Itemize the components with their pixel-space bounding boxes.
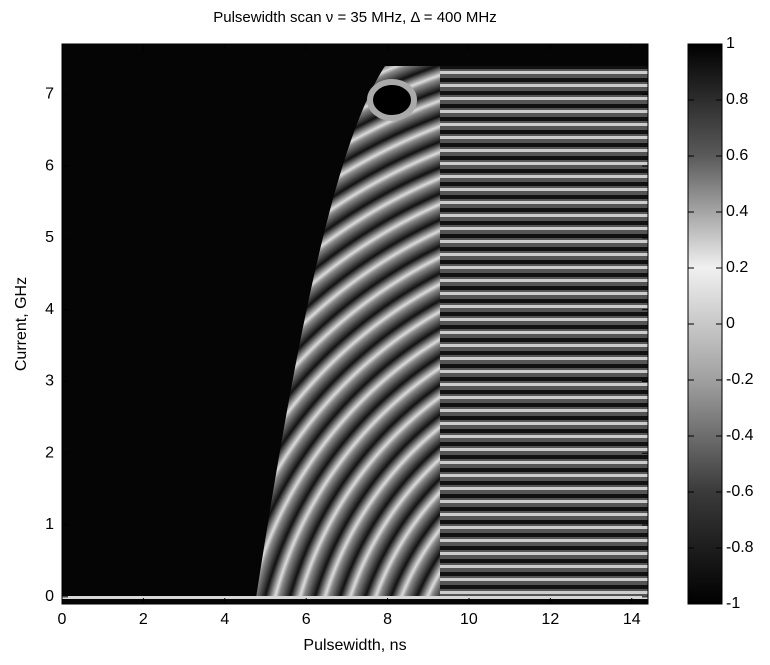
heatmap-image	[62, 44, 648, 604]
y-axis-label: Current, GHz	[13, 277, 30, 371]
x-tick-label: 10	[460, 611, 478, 628]
y-tick-label: 3	[45, 373, 54, 390]
colorbar-tick-label: -0.6	[726, 483, 754, 500]
colorbar-tick-label: 1	[726, 35, 735, 52]
colorbar-tick-label: -0.4	[726, 427, 754, 444]
x-tick-label: 12	[541, 611, 559, 628]
horizontal-fringes	[440, 66, 648, 598]
x-tick-label: 8	[383, 611, 392, 628]
colorbar-tick-label: 0.6	[726, 147, 748, 164]
colorbar-tick-label: 0	[726, 315, 735, 332]
x-tick-label: 0	[58, 611, 67, 628]
x-tick-label: 14	[623, 611, 641, 628]
colorbar-tick-label: 0.8	[726, 91, 748, 108]
chart-title: Pulsewidth scan ν = 35 MHz, Δ = 400 MHz	[213, 9, 496, 26]
x-tick-label: 4	[220, 611, 229, 628]
x-tick-label: 6	[302, 611, 311, 628]
colorbar-tick-label: -1	[726, 595, 740, 612]
y-tick-label: 5	[45, 229, 54, 246]
y-tick-label: 7	[45, 85, 54, 102]
y-tick-label: 6	[45, 157, 54, 174]
colorbar-tick-label: 0.4	[726, 203, 748, 220]
colorbar-tick-label: 0.2	[726, 259, 748, 276]
plot-frame	[61, 43, 649, 605]
colorbar-tick-label: -0.2	[726, 371, 754, 388]
colorbar-tick-label: -0.8	[726, 539, 754, 556]
y-tick-label: 0	[45, 588, 54, 605]
y-tick-label: 1	[45, 516, 54, 533]
bottom-line	[62, 596, 648, 599]
y-tick-label: 2	[45, 444, 54, 461]
top-blob	[367, 79, 417, 121]
x-axis-label: Pulsewidth, ns	[303, 637, 406, 654]
x-tick-label: 2	[139, 611, 148, 628]
y-tick-label: 4	[45, 301, 54, 318]
